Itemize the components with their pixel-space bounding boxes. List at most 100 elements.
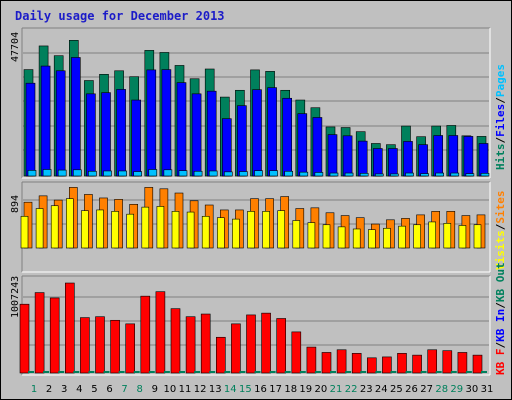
bar-pages (405, 172, 414, 177)
bar-files (161, 69, 172, 177)
bar-visits (367, 229, 376, 249)
x-tick-label: 24 (375, 384, 388, 395)
x-tick-label: 21 (330, 384, 343, 395)
bar-files (448, 135, 459, 177)
bar-visits (217, 217, 225, 249)
bar-files (86, 93, 96, 177)
bar-kb-out (390, 371, 397, 373)
legend-entry: / (494, 137, 507, 144)
bar-kb-out (375, 371, 382, 373)
bar-kb-out (58, 371, 65, 373)
bar-kb-f (276, 318, 287, 374)
bar-files (116, 89, 126, 177)
bar-visits (443, 223, 452, 249)
bar-visits (111, 211, 119, 249)
bar-files (388, 148, 398, 177)
bar-pages (390, 173, 399, 177)
bar-kb-f (442, 350, 453, 374)
legend-entry: Hits (494, 144, 507, 171)
bar-visits (156, 206, 165, 249)
bar-pages (284, 170, 294, 177)
legend-kb: KB F/KB In/KB Out (494, 262, 507, 375)
bar-visits (277, 210, 286, 249)
bar-kb-out (405, 371, 412, 373)
bar-files (191, 93, 202, 177)
bar-pages (359, 173, 369, 177)
x-tick-label: 27 (420, 384, 433, 395)
bar-pages (420, 173, 429, 177)
bar-pages (314, 172, 324, 177)
bar-kb-out (465, 371, 472, 373)
bar-visits (81, 210, 89, 249)
bar-kb-f (216, 336, 226, 374)
bar-kb-out (103, 371, 110, 373)
x-tick-label: 7 (121, 384, 127, 395)
bar-kb-f (49, 297, 60, 374)
bar-kb-out (28, 371, 34, 373)
x-tick-label: 1 (31, 384, 37, 395)
legend-hits: Hits/Files/Pages (494, 64, 507, 170)
bar-visits (292, 220, 301, 249)
bar-pages (480, 173, 490, 177)
bar-pages (148, 169, 158, 177)
bar-files (372, 148, 383, 177)
legend-entry: Sites (494, 191, 507, 224)
x-tick-label: 20 (315, 384, 328, 395)
bar-visits (428, 221, 437, 249)
legend-entry: / (494, 302, 507, 309)
legend-entry: Pages (494, 64, 507, 97)
x-tick-label: 8 (137, 384, 143, 395)
bar-kb-f (306, 346, 317, 374)
bar-files (25, 82, 36, 177)
bar-kb-out (314, 371, 321, 373)
x-tick-label: 28 (435, 384, 448, 395)
legend-entry: / (494, 223, 507, 230)
bar-kb-f (472, 354, 483, 374)
legend-entry: / (494, 342, 507, 349)
bar-kb-f (351, 353, 362, 374)
bar-files (282, 97, 293, 177)
bar-visits (35, 208, 44, 249)
bar-pages (435, 172, 445, 177)
x-tick-label: 4 (76, 384, 82, 395)
bar-visits (247, 211, 255, 249)
bar-files (131, 99, 141, 177)
bar-kb-out (224, 371, 231, 373)
bar-kb-out (88, 371, 95, 373)
bar-kb-out (194, 371, 201, 373)
bar-visits (141, 206, 150, 249)
bar-kb-out (118, 371, 125, 373)
x-tick-label: 12 (194, 384, 207, 395)
y-max-label: 1007243 (10, 276, 21, 318)
bar-visits (322, 224, 331, 249)
bar-visits (126, 213, 134, 249)
bar-kb-f (457, 352, 468, 374)
bar-visits (413, 224, 421, 249)
bar-visits (186, 211, 195, 249)
bar-kb-f (291, 331, 302, 374)
bar-visits (473, 224, 482, 249)
x-tick-label: 26 (405, 384, 418, 395)
bar-kb-out (43, 371, 50, 373)
bar-visits (337, 226, 346, 249)
bar-pages (208, 170, 218, 177)
bar-visits (458, 225, 467, 249)
legend-visits: Visits/Sites (494, 191, 507, 271)
bar-kb-out (435, 371, 442, 373)
bar-kb-out (481, 371, 487, 373)
bar-files (101, 92, 111, 177)
bar-kb-f (246, 314, 256, 374)
bar-pages (27, 170, 37, 177)
x-tick-label: 23 (360, 384, 373, 395)
bar-kb-f (366, 357, 377, 374)
y-max-label: 894 (10, 195, 21, 213)
legend-entry: KB In (494, 309, 507, 342)
bar-kb-f (140, 295, 151, 374)
bar-kb-f (170, 308, 181, 374)
x-tick-label: 29 (450, 384, 463, 395)
bar-visits (232, 218, 240, 249)
bar-pages (329, 172, 339, 177)
x-tick-label: 31 (481, 384, 494, 395)
x-tick-label: 15 (239, 384, 252, 395)
